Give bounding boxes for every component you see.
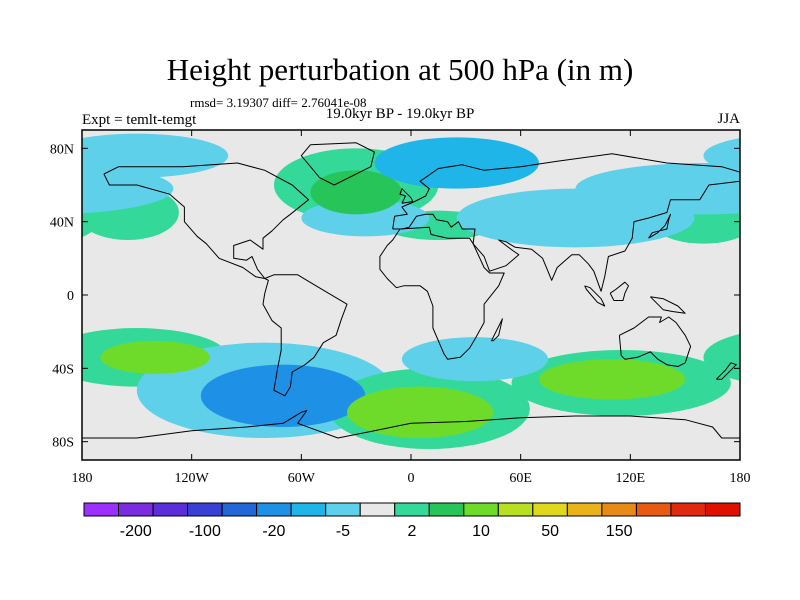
colorbar-swatch xyxy=(428,502,465,517)
colorbar-swatch xyxy=(532,502,568,517)
colorbar-swatch xyxy=(704,502,741,517)
anomaly-contour xyxy=(538,359,686,400)
colorbar-swatch xyxy=(152,502,189,517)
coastline-eurasia xyxy=(392,153,740,292)
colorbar-swatch xyxy=(566,502,603,517)
period-label: 19.0kyr BP - 19.0kyr BP xyxy=(325,106,475,122)
coastline-new-guinea xyxy=(650,296,686,314)
anomaly-contour xyxy=(100,340,210,374)
coastlines xyxy=(82,142,740,439)
y-tick-label: 40N xyxy=(50,216,74,231)
coastline-borneo xyxy=(609,281,629,301)
anomaly-contour xyxy=(703,138,740,174)
coastline-south-america xyxy=(262,274,348,397)
x-tick-label: 60W xyxy=(288,471,316,486)
colorbar-label: -5 xyxy=(336,523,350,540)
y-tick-label: 80N xyxy=(50,142,74,157)
anomaly-contour xyxy=(310,170,402,215)
coastline-australia xyxy=(618,316,692,367)
coastline-africa xyxy=(379,226,505,360)
colorbar-label: -100 xyxy=(189,523,221,540)
colorbar-swatch xyxy=(83,502,120,517)
anomaly-contour xyxy=(401,337,549,382)
experiment-label: Expt = temlt-temgt xyxy=(82,112,197,128)
x-tick-label: 60E xyxy=(509,471,532,486)
x-tick-label: 120W xyxy=(175,471,210,486)
colorbar-swatch xyxy=(394,502,430,517)
colorbar-label: 50 xyxy=(541,523,559,540)
anomaly-contour xyxy=(575,163,740,215)
colorbar-swatch xyxy=(290,502,327,517)
colorbar-label: -20 xyxy=(262,523,285,540)
colorbar-swatch xyxy=(325,502,361,517)
stats-label: rmsd= 3.19307 diff= 2.76041e-08 xyxy=(190,95,367,110)
colorbar-label: 2 xyxy=(408,523,417,540)
colorbar-swatch xyxy=(187,502,223,517)
x-tick-label: 180 xyxy=(72,471,93,486)
coastline-greenland xyxy=(300,142,375,186)
season-label: JJA xyxy=(717,111,740,127)
colorbar-swatch xyxy=(256,502,292,517)
colorbar-swatch xyxy=(670,502,706,517)
anomaly-contour xyxy=(374,137,539,189)
colorbar-swatch xyxy=(118,502,154,517)
colorbar-swatch xyxy=(601,502,637,517)
coastline-britain xyxy=(399,188,414,204)
coastline-antarctica xyxy=(82,410,740,439)
anomaly-contour xyxy=(200,364,366,428)
coastline-japan xyxy=(648,213,671,239)
x-tick-label: 180 xyxy=(730,471,751,486)
colorbar-swatch xyxy=(221,502,258,517)
colorbar-label: 10 xyxy=(472,523,490,540)
coastline-sumatra xyxy=(584,285,606,307)
colorbar-label: -200 xyxy=(120,523,152,540)
anomaly-contour xyxy=(347,386,494,439)
coastline-north-america xyxy=(103,162,310,279)
chart-title: Height perturbation at 500 hPa (in m) xyxy=(166,52,634,87)
colorbar-swatch xyxy=(463,502,499,517)
colorbar-label: 150 xyxy=(606,523,633,540)
colorbar-swatch xyxy=(635,502,672,517)
x-tick-label: 120E xyxy=(616,471,646,486)
colorbar-swatch xyxy=(359,502,396,517)
y-tick-label: 40S xyxy=(52,362,74,377)
y-tick-label: 0 xyxy=(67,289,74,304)
colorbar-swatch xyxy=(497,502,534,517)
x-tick-label: 0 xyxy=(408,471,415,486)
coastline-new-zealand xyxy=(715,362,737,380)
anomaly-contour xyxy=(734,200,740,225)
coastline-madagascar xyxy=(490,318,503,342)
y-tick-label: 80S xyxy=(52,436,74,451)
